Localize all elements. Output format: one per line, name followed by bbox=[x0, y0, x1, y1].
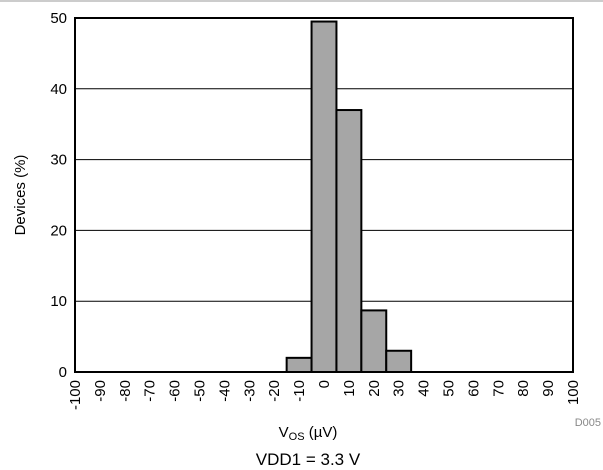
x-tick-label: 50 bbox=[441, 380, 458, 397]
x-tick-label: 60 bbox=[465, 380, 482, 397]
y-axis-title: Devices (%) bbox=[12, 155, 29, 236]
x-tick-label: 0 bbox=[316, 380, 333, 388]
x-tick-label: -40 bbox=[216, 380, 233, 402]
y-tick-labels: 0 10 20 30 40 50 bbox=[50, 10, 67, 381]
y-tick-label: 40 bbox=[50, 81, 67, 98]
y-tick-label: 0 bbox=[59, 364, 67, 381]
x-tick-label: -90 bbox=[92, 380, 109, 402]
x-tick-label: -20 bbox=[266, 380, 283, 402]
histogram-bar bbox=[335, 109, 363, 373]
x-tick-label: -100 bbox=[67, 380, 84, 410]
x-tick-label: 70 bbox=[490, 380, 507, 397]
x-tick-label: 20 bbox=[366, 380, 383, 397]
x-tick-label: 10 bbox=[341, 380, 358, 397]
x-tick-label: -10 bbox=[291, 380, 308, 402]
figure-code: D005 bbox=[575, 417, 601, 429]
y-tick-label: 30 bbox=[50, 152, 67, 169]
x-tick-label: -60 bbox=[167, 380, 184, 402]
x-tick-label: -50 bbox=[192, 380, 209, 402]
histogram-bar bbox=[360, 309, 388, 373]
histogram-bar bbox=[285, 356, 313, 373]
x-tick-label: 80 bbox=[515, 380, 532, 397]
histogram-bar bbox=[385, 349, 413, 374]
histogram-bar bbox=[310, 20, 338, 373]
x-tick-label: -80 bbox=[117, 380, 134, 402]
x-tick-label: -30 bbox=[241, 380, 258, 402]
x-axis-title: VOS (µV) bbox=[279, 424, 338, 443]
plot-frame bbox=[74, 17, 574, 373]
x-tick-label: -70 bbox=[142, 380, 159, 402]
x-tick-label: 90 bbox=[540, 380, 557, 397]
x-tick-labels: -100 -90 -80 -70 -60 -50 -40 -30 -20 -10 0 10 20 30 40… bbox=[67, 380, 582, 410]
y-tick-label: 10 bbox=[50, 293, 67, 310]
y-tick-label: 50 bbox=[50, 10, 67, 27]
x-tick-label: 100 bbox=[565, 380, 582, 405]
chart-caption: VDD1 = 3.3 V bbox=[256, 450, 361, 469]
x-tick-label: 30 bbox=[391, 380, 408, 397]
x-tick-label: 40 bbox=[416, 380, 433, 397]
y-tick-label: 20 bbox=[50, 222, 67, 239]
bars bbox=[285, 20, 413, 374]
